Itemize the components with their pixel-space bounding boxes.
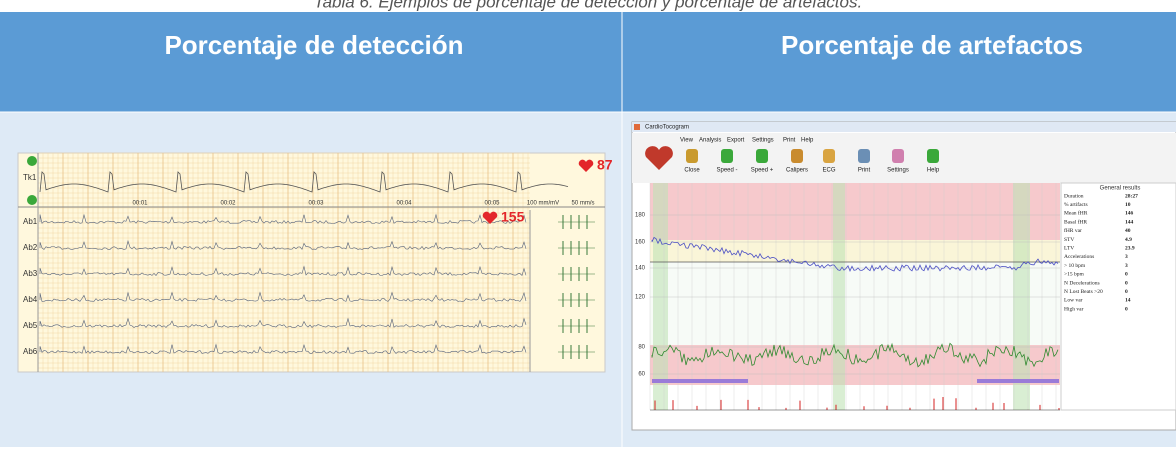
time-label: 00:01 xyxy=(132,201,148,207)
menu-item: View xyxy=(680,138,694,144)
header-cell: Porcentaje de artefactos xyxy=(781,30,1083,60)
speed-label: 100 mm/mV xyxy=(527,201,559,207)
result-label: Accelerations xyxy=(1064,254,1094,260)
toolbar-label: Help xyxy=(927,168,940,174)
result-value: 0 xyxy=(1125,306,1128,312)
time-label: 00:02 xyxy=(220,201,236,207)
toolbar-icon xyxy=(892,149,904,163)
toolbar-label: Close xyxy=(684,168,700,174)
result-label: STV xyxy=(1064,237,1074,243)
y-label: 60 xyxy=(638,372,645,378)
toolbar-label: Print xyxy=(858,168,871,174)
y-label: 180 xyxy=(635,213,646,219)
band xyxy=(650,385,1060,410)
header-cell: Porcentaje de detección xyxy=(164,30,463,60)
toolbar-icon xyxy=(791,149,803,163)
time-label: 00:05 xyxy=(484,201,500,207)
toolbar-label: Speed - xyxy=(716,168,737,174)
toolbar-icon xyxy=(686,149,698,163)
y-label: 160 xyxy=(635,240,646,246)
result-label: High var xyxy=(1064,306,1084,312)
result-label: % artifacts xyxy=(1064,201,1088,208)
channel-label: Ab5 xyxy=(23,321,38,330)
result-value: 146 xyxy=(1125,211,1134,217)
time-label: 00:04 xyxy=(396,201,412,207)
band xyxy=(650,240,1060,262)
toolbar-label: ECG xyxy=(822,168,835,174)
window-title: CardioTocogram xyxy=(645,125,689,131)
result-value: 0 xyxy=(1125,272,1128,278)
toolbar-icon xyxy=(927,149,939,163)
artifact-bar xyxy=(977,379,1059,383)
channel-label: Ab6 xyxy=(23,347,38,356)
result-value: 3 xyxy=(1125,263,1128,269)
title-bar xyxy=(632,122,1176,132)
result-value: 4.9 xyxy=(1125,237,1132,243)
menu-item: Export xyxy=(727,138,745,144)
acceleration-band xyxy=(833,183,845,410)
result-value: 144 xyxy=(1125,219,1134,225)
toolbar-label: Calipers xyxy=(786,168,808,174)
time-label: 00:03 xyxy=(308,201,324,207)
result-label: LTV xyxy=(1064,245,1074,251)
results-panel xyxy=(1061,183,1176,410)
result-label: >15 bpm xyxy=(1064,272,1084,278)
result-value: 0 xyxy=(1125,289,1128,295)
page: Tabla 6. Ejemplos de porcentaje de detec… xyxy=(0,0,1176,447)
toolbar-icon xyxy=(858,149,870,163)
result-label: N Decelerations xyxy=(1064,280,1100,286)
channel-label: Tk1 xyxy=(23,173,37,182)
result-value: 14 xyxy=(1125,298,1131,304)
menu-item: Help xyxy=(801,138,814,144)
result-value: 3 xyxy=(1125,254,1128,260)
result-value: 10 xyxy=(1125,202,1131,208)
heart-rate: 87 xyxy=(597,157,613,173)
toolbar-icon xyxy=(823,149,835,163)
results-title: General results xyxy=(1100,186,1141,192)
y-label: 120 xyxy=(635,295,646,301)
ecg-screenshot: Tk1 Ab1 Ab2 Ab3 Ab4 Ab5 Ab6 00:01 00:02 00:03 00:0… xyxy=(18,153,613,372)
toolbar-icon xyxy=(756,149,768,163)
band xyxy=(650,262,1060,345)
y-label: 80 xyxy=(638,345,645,351)
toolbar-label: Settings xyxy=(887,168,909,174)
result-label: fHR var xyxy=(1064,227,1082,234)
channel-label: Ab1 xyxy=(23,217,38,226)
app-icon xyxy=(634,124,640,130)
result-label: > 10 bpm xyxy=(1064,263,1086,269)
ecg-button xyxy=(27,156,37,166)
ctg-screenshot: CardioTocogram View Analysis Export Settings… xyxy=(632,122,1176,430)
result-value: 28:27 xyxy=(1125,193,1138,199)
acceleration-band xyxy=(1013,183,1030,410)
ecg-button xyxy=(27,195,37,205)
header-row xyxy=(0,12,1176,112)
toolbar-label: Speed + xyxy=(751,168,774,174)
band xyxy=(650,183,1060,240)
result-label: Duration xyxy=(1064,193,1084,199)
speed-label: 50 mm/s xyxy=(571,201,594,207)
channel-label: Ab2 xyxy=(23,243,38,252)
result-label: N Lost Beats >20 xyxy=(1064,289,1103,295)
artifact-bar xyxy=(652,379,748,383)
channel-label: Ab3 xyxy=(23,269,38,278)
y-label: 140 xyxy=(635,266,646,272)
menu-item: Print xyxy=(783,138,796,144)
acceleration-band xyxy=(653,183,668,410)
result-value: 23.9 xyxy=(1125,245,1135,251)
result-label: Basal fHR xyxy=(1064,218,1087,225)
heart-rate: 155 xyxy=(501,209,525,225)
result-label: Mean fHR xyxy=(1064,210,1088,217)
channel-label: Ab4 xyxy=(23,295,38,304)
caption: Tabla 6. Ejemplos de porcentaje de detec… xyxy=(314,0,862,11)
toolbar-icon xyxy=(721,149,733,163)
result-value: 40 xyxy=(1125,228,1131,234)
result-label: Low var xyxy=(1064,298,1083,304)
menu-item: Settings xyxy=(752,138,774,144)
menu-item: Analysis xyxy=(699,138,721,144)
result-value: 0 xyxy=(1125,280,1128,286)
